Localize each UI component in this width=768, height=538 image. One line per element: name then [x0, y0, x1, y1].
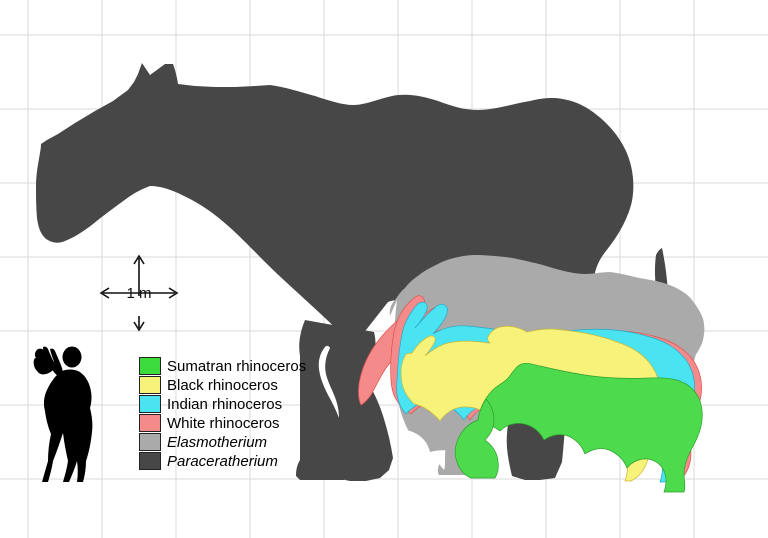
svg-text:1 m: 1 m: [126, 285, 151, 302]
